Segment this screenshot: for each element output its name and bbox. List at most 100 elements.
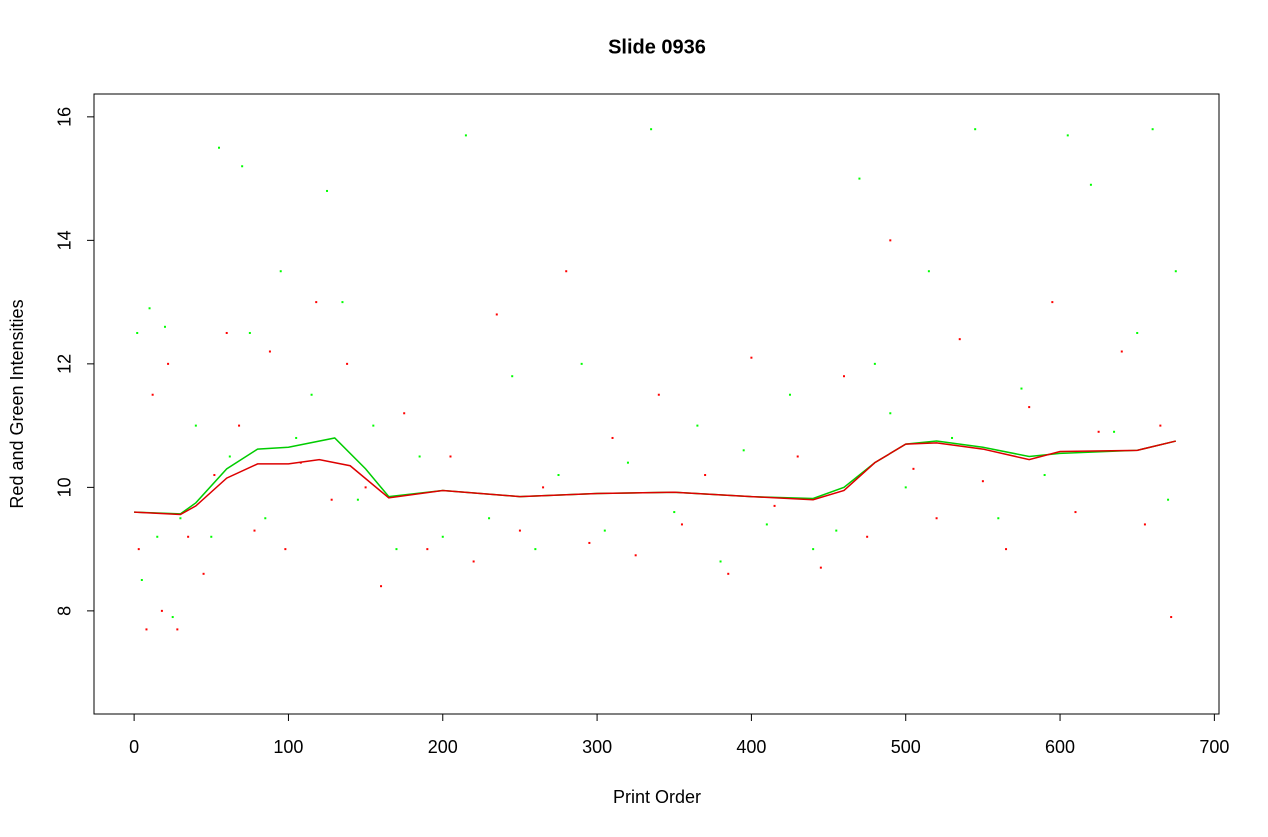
data-point bbox=[788, 393, 791, 396]
data-point bbox=[912, 467, 915, 470]
smooth-line bbox=[134, 437, 1176, 515]
data-point bbox=[958, 338, 961, 341]
data-point bbox=[873, 362, 876, 365]
data-point bbox=[588, 541, 591, 544]
data-point bbox=[356, 498, 359, 501]
data-point bbox=[1167, 498, 1170, 501]
data-point bbox=[1136, 331, 1139, 334]
data-point bbox=[1159, 424, 1162, 427]
data-point bbox=[210, 535, 213, 538]
data-point bbox=[796, 455, 799, 458]
data-point bbox=[326, 189, 329, 192]
x-tick-label: 100 bbox=[273, 737, 303, 757]
data-point bbox=[284, 548, 287, 551]
x-tick-label: 500 bbox=[891, 737, 921, 757]
data-point bbox=[634, 554, 637, 557]
data-point bbox=[1089, 183, 1092, 186]
data-point bbox=[657, 393, 660, 396]
data-point bbox=[148, 307, 151, 310]
data-point bbox=[238, 424, 241, 427]
data-point bbox=[213, 474, 216, 477]
data-point bbox=[403, 412, 406, 415]
data-point bbox=[194, 424, 197, 427]
data-point bbox=[380, 585, 383, 588]
data-point bbox=[228, 455, 231, 458]
data-point bbox=[951, 436, 954, 439]
data-point bbox=[1020, 387, 1023, 390]
data-point bbox=[997, 517, 1000, 520]
x-tick-label: 600 bbox=[1045, 737, 1075, 757]
plot-frame bbox=[93, 93, 1220, 715]
data-point bbox=[1066, 134, 1069, 137]
data-point bbox=[218, 146, 220, 149]
data-point bbox=[449, 455, 452, 458]
data-point bbox=[187, 535, 190, 538]
data-point bbox=[1170, 616, 1173, 619]
data-point bbox=[904, 486, 907, 489]
data-point bbox=[704, 474, 707, 477]
data-point bbox=[441, 535, 444, 538]
data-point bbox=[511, 375, 514, 378]
data-point bbox=[156, 535, 159, 538]
data-point bbox=[603, 529, 606, 532]
data-point bbox=[927, 270, 930, 273]
data-point bbox=[935, 517, 938, 520]
data-point bbox=[140, 578, 143, 581]
data-point bbox=[225, 331, 228, 334]
data-point bbox=[889, 239, 892, 242]
data-point bbox=[650, 128, 653, 131]
data-point bbox=[315, 301, 318, 304]
data-point bbox=[1174, 270, 1177, 273]
data-point bbox=[179, 517, 182, 520]
data-point bbox=[843, 375, 845, 378]
data-point bbox=[364, 486, 367, 489]
data-point bbox=[279, 270, 282, 273]
data-point bbox=[719, 560, 722, 563]
data-point bbox=[202, 572, 205, 575]
data-point bbox=[1143, 523, 1146, 526]
data-point bbox=[241, 165, 244, 168]
data-point bbox=[1113, 430, 1116, 433]
data-point bbox=[163, 325, 166, 328]
data-point bbox=[626, 461, 629, 464]
data-point bbox=[542, 486, 545, 489]
data-point bbox=[310, 393, 313, 396]
data-point bbox=[488, 517, 491, 520]
data-point bbox=[835, 529, 838, 532]
chart-title: Slide 0936 bbox=[608, 36, 706, 58]
data-point bbox=[1043, 474, 1046, 477]
data-point bbox=[974, 128, 977, 131]
data-point bbox=[346, 362, 349, 365]
data-point bbox=[765, 523, 768, 526]
data-point bbox=[866, 535, 869, 538]
data-point bbox=[611, 436, 614, 439]
data-point bbox=[696, 424, 699, 427]
x-tick-label: 700 bbox=[1199, 737, 1229, 757]
y-tick-label: 8 bbox=[55, 606, 75, 616]
x-axis-label: Print Order bbox=[613, 787, 701, 807]
data-point bbox=[557, 474, 560, 477]
data-point bbox=[176, 628, 179, 631]
data-point bbox=[1005, 548, 1008, 551]
data-point bbox=[889, 412, 892, 415]
data-point bbox=[673, 511, 676, 514]
data-point bbox=[418, 455, 421, 458]
x-tick-label: 200 bbox=[428, 737, 458, 757]
data-point bbox=[534, 548, 537, 551]
data-point bbox=[151, 393, 154, 396]
data-point bbox=[1051, 301, 1054, 304]
data-point bbox=[395, 548, 398, 551]
data-point bbox=[137, 548, 140, 551]
data-point bbox=[742, 449, 745, 452]
data-point bbox=[268, 350, 271, 353]
data-point bbox=[518, 529, 521, 532]
x-tick-label: 300 bbox=[582, 737, 612, 757]
data-point bbox=[171, 616, 174, 619]
x-tick-label: 0 bbox=[129, 737, 139, 757]
y-axis-label: Red and Green Intensities bbox=[7, 299, 27, 508]
data-point bbox=[136, 331, 139, 334]
y-tick-label: 12 bbox=[55, 354, 75, 374]
data-point bbox=[372, 424, 375, 427]
data-point bbox=[812, 548, 815, 551]
